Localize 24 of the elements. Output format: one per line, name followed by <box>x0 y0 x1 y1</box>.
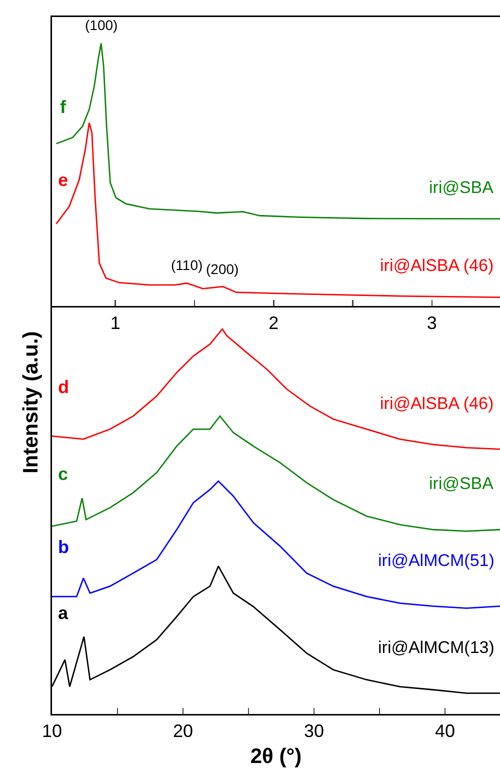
annotation: e <box>58 170 68 190</box>
x-tick-label: 30 <box>304 721 324 742</box>
annotation: (110) <box>171 257 203 273</box>
annotation: f <box>60 97 67 117</box>
annotation: b <box>58 537 69 557</box>
annotation: a <box>58 603 69 623</box>
x-tick-label: 10 <box>42 721 62 742</box>
series-label: iri@AlSBA (46) <box>380 256 494 275</box>
text: iri@SBA <box>429 474 494 493</box>
x-tick-label: 3 <box>426 313 437 334</box>
annotation: (200) <box>206 261 239 277</box>
x-tick-label: 2 <box>268 313 279 334</box>
series-label: iri@SBA <box>429 178 494 197</box>
y-axis-title: Intensity (a.u.) <box>20 331 43 474</box>
x-tick-label: 20 <box>172 721 194 742</box>
x-tick-label: 40 <box>434 721 455 742</box>
series-label: iri@AlSBA (46) <box>380 394 494 413</box>
annotation: (100) <box>85 17 118 33</box>
annotation: c <box>58 464 68 484</box>
series-label: iri@AlMCM(13) <box>378 638 494 657</box>
annotation: d <box>58 377 69 397</box>
series-label: iri@AlMCM(51) <box>378 551 494 570</box>
x-axis-title: 2θ (°) <box>250 745 302 768</box>
x-tick-label: 1 <box>110 313 120 334</box>
